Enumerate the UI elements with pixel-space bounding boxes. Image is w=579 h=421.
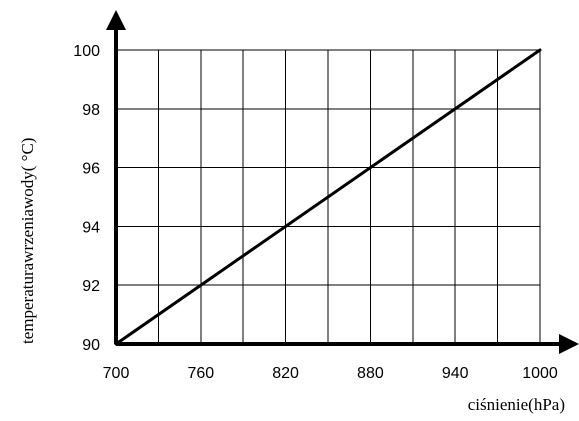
- y-tick-label: 90: [82, 337, 100, 354]
- y-tick-label: 92: [82, 278, 100, 295]
- x-axis-label: ciśnienie(hPa): [468, 395, 565, 414]
- y-axis-arrow: [106, 10, 126, 30]
- y-tick-label: 94: [82, 219, 100, 236]
- axes: [106, 10, 579, 354]
- tick-labels: 700 760 820 880 940 1000 90 92 94 96 98 100: [73, 43, 558, 382]
- y-tick-label: 100: [73, 43, 100, 60]
- y-axis-label: temperaturawrzeniawody( °C): [18, 138, 37, 344]
- x-tick-label: 1000: [522, 365, 558, 382]
- y-tick-label: 96: [82, 161, 100, 178]
- x-tick-label: 700: [103, 365, 130, 382]
- series: [114, 48, 542, 346]
- x-tick-label: 820: [272, 365, 299, 382]
- y-tick-label: 98: [82, 102, 100, 119]
- series-line: [114, 48, 542, 346]
- x-tick-label: 760: [187, 365, 214, 382]
- x-axis-arrow: [559, 334, 579, 354]
- x-tick-label: 940: [442, 365, 469, 382]
- x-tick-label: 880: [357, 365, 384, 382]
